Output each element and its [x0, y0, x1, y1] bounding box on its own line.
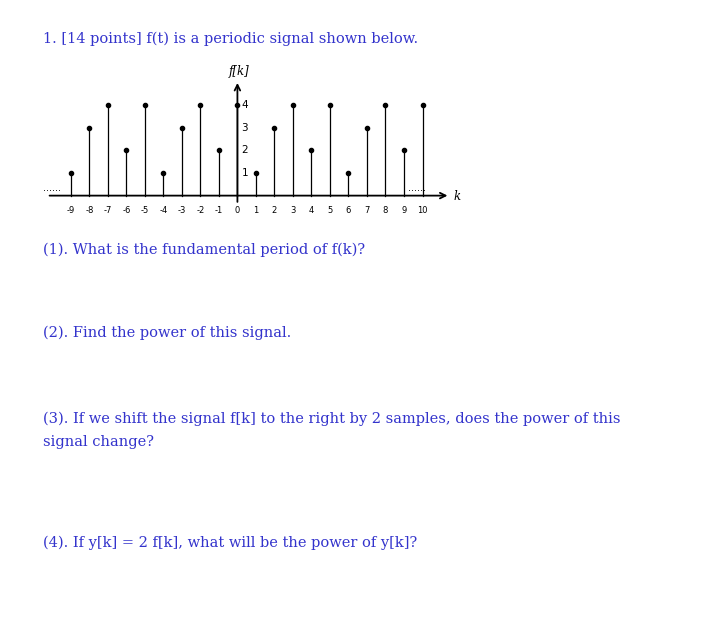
Text: signal change?: signal change? [43, 435, 154, 449]
Text: 1: 1 [241, 168, 248, 178]
Text: 8: 8 [383, 206, 388, 215]
Text: (3). If we shift the signal f[k] to the right by 2 samples, does the power of th: (3). If we shift the signal f[k] to the … [43, 412, 620, 426]
Text: k: k [454, 189, 461, 203]
Text: -7: -7 [103, 206, 112, 215]
Text: -3: -3 [178, 206, 186, 215]
Text: 3: 3 [241, 122, 248, 133]
Text: 2: 2 [272, 206, 277, 215]
Text: -8: -8 [85, 206, 93, 215]
Text: (1). What is the fundamental period of f(k)?: (1). What is the fundamental period of f… [43, 242, 365, 257]
Text: 1. [14 points] f(t) is a periodic signal shown below.: 1. [14 points] f(t) is a periodic signal… [43, 32, 418, 47]
Text: ......: ...... [408, 183, 426, 193]
Text: 0: 0 [235, 206, 240, 215]
Text: -2: -2 [196, 206, 205, 215]
Text: -9: -9 [67, 206, 75, 215]
Text: (4). If y[k] = 2 f[k], what will be the power of y[k]?: (4). If y[k] = 2 f[k], what will be the … [43, 536, 417, 551]
Text: 4: 4 [309, 206, 314, 215]
Text: f[k]: f[k] [229, 65, 250, 78]
Text: 5: 5 [327, 206, 332, 215]
Text: -4: -4 [159, 206, 167, 215]
Text: 9: 9 [401, 206, 406, 215]
Text: 10: 10 [417, 206, 428, 215]
Text: -5: -5 [141, 206, 149, 215]
Text: 3: 3 [290, 206, 296, 215]
Text: -1: -1 [215, 206, 223, 215]
Text: (2). Find the power of this signal.: (2). Find the power of this signal. [43, 325, 292, 340]
Text: ......: ...... [43, 183, 61, 193]
Text: -6: -6 [122, 206, 131, 215]
Text: 7: 7 [364, 206, 370, 215]
Text: 4: 4 [241, 100, 248, 110]
Text: 2: 2 [241, 145, 248, 155]
Text: 6: 6 [346, 206, 351, 215]
Text: 1: 1 [253, 206, 258, 215]
